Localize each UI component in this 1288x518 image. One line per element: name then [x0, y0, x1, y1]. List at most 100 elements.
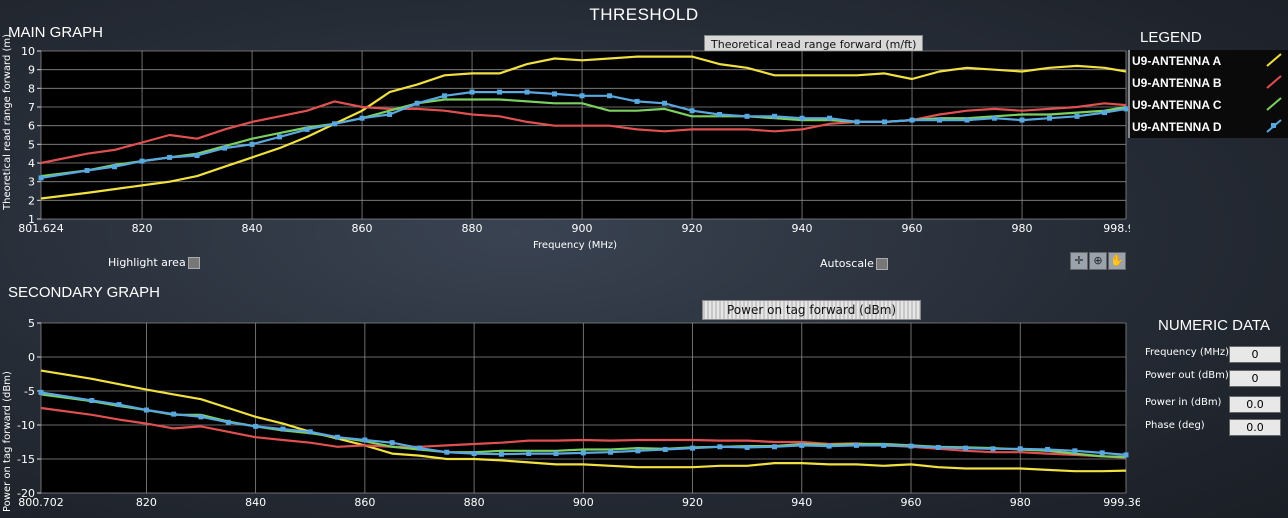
main-y-tick-label: 6 [28, 120, 35, 133]
frequency-value[interactable]: 0 [1229, 346, 1281, 363]
power-out-value[interactable]: 0 [1229, 370, 1281, 387]
sec-data-point-d [38, 389, 44, 395]
highlight-area-toggle[interactable]: Highlight area [108, 256, 200, 269]
sec-data-point-d [580, 450, 586, 456]
autoscale-checkbox[interactable] [875, 258, 888, 270]
main-y-tick-label: 10 [21, 45, 35, 58]
main-x-tick-label: 801.624 [18, 222, 64, 235]
main-y-tick-label: 7 [28, 101, 35, 114]
sec-data-point-d [908, 443, 914, 449]
sec-data-point-d [416, 445, 422, 451]
secondary-plot-label[interactable]: Power on tag forward (dBm) [702, 300, 922, 320]
power-in-value[interactable]: 0.0 [1229, 396, 1281, 413]
sec-data-point-d [198, 414, 204, 420]
legend-item-b[interactable]: U9-ANTENNA B [1130, 72, 1288, 94]
main-plot-label[interactable]: Theoretical read range forward (m/ft) [704, 35, 924, 54]
main-data-point-d [579, 93, 585, 99]
main-data-point-d [799, 115, 805, 121]
legend-swatch-b [1266, 75, 1282, 89]
sec-data-point-d [990, 446, 996, 452]
zoom-icon[interactable]: ⊕ [1089, 252, 1107, 270]
main-y-tick-label: 1 [28, 213, 35, 226]
main-data-point-d [222, 145, 228, 151]
main-x-tick-label: 840 [242, 222, 263, 235]
main-x-tick-label: 880 [462, 222, 483, 235]
sec-data-point-d [362, 437, 368, 443]
main-data-point-d [1019, 117, 1025, 123]
main-y-tick-label: 2 [28, 194, 35, 207]
sec-data-point-d [444, 449, 450, 455]
zoom-pan-icon[interactable]: ✛ [1070, 252, 1088, 270]
secondary-graph-title: SECONDARY GRAPH [8, 284, 160, 301]
main-data-point-d [552, 91, 558, 97]
sec-data-point-d [225, 419, 231, 425]
main-series-line-a [40, 55, 1127, 200]
main-data-point-d [332, 121, 338, 127]
main-data-point-d [414, 100, 420, 106]
main-data-point-d [387, 111, 393, 117]
highlight-checkbox[interactable] [187, 257, 200, 269]
sec-y-tick-label: -5 [24, 385, 35, 398]
main-data-point-d [497, 89, 503, 95]
sec-data-point-d [717, 444, 723, 450]
main-x-tick-label: 940 [792, 222, 813, 235]
main-data-point-d [882, 119, 888, 125]
sec-data-point-d [662, 446, 668, 452]
main-data-point-d [139, 158, 145, 164]
main-data-point-d [1047, 115, 1053, 121]
main-data-point-d [772, 113, 778, 119]
sec-x-tick-label: 860 [354, 496, 375, 509]
main-data-point-d [469, 89, 475, 95]
sec-data-point-d [690, 445, 696, 451]
sec-x-tick-label: 920 [682, 496, 703, 509]
sec-data-point-d [116, 402, 122, 408]
main-data-point-d [1102, 110, 1108, 116]
legend-item-a[interactable]: U9-ANTENNA A [1130, 50, 1288, 72]
sec-data-point-d [253, 423, 259, 429]
graph-tools: ✛ ⊕ ✋ [1070, 249, 1127, 270]
phase-value[interactable]: 0.0 [1229, 419, 1281, 436]
sec-data-point-d [89, 398, 95, 404]
sec-data-point-d [608, 449, 614, 455]
sec-data-point-d [963, 445, 969, 451]
sec-data-point-d [389, 440, 395, 446]
sec-x-tick-label: 820 [136, 496, 157, 509]
main-chart[interactable]: 1 2 3 4 5 6 7 8 9 10 801.624 820 840 860 880 900 920 940 9… [0, 44, 1130, 254]
legend-item-c[interactable]: U9-ANTENNA C [1130, 94, 1288, 116]
sec-y-tick-label: -15 [17, 453, 35, 466]
legend-swatch-d [1266, 119, 1282, 133]
sec-data-point-d [826, 443, 832, 449]
main-data-point-d [662, 100, 668, 106]
sec-data-point-d [881, 442, 887, 448]
phase-label: Phase (deg) [1145, 420, 1205, 431]
main-data-point-d [84, 167, 90, 173]
main-data-point-d [442, 93, 448, 99]
sec-data-point-d [498, 451, 504, 457]
hand-icon[interactable]: ✋ [1108, 252, 1126, 270]
main-data-point-d [112, 164, 118, 170]
legend-swatch-a [1266, 53, 1282, 67]
secondary-y-axis-title: Power on tag forward (dBm) [2, 371, 13, 512]
sec-data-point-d [771, 444, 777, 450]
sec-x-tick-label: 800.702 [18, 496, 64, 509]
sec-data-point-d [471, 451, 477, 457]
main-data-point-d [524, 89, 530, 95]
sec-data-point-d [280, 426, 286, 432]
legend: U9-ANTENNA A U9-ANTENNA B U9-ANTENNA C U… [1128, 50, 1288, 138]
main-graph-title: MAIN GRAPH [8, 24, 104, 41]
main-series-line-b [40, 100, 1127, 165]
legend-item-d[interactable]: U9-ANTENNA D [1130, 116, 1288, 138]
sec-data-point-d [744, 444, 750, 450]
sec-x-tick-label: 840 [245, 496, 266, 509]
sec-data-point-d [143, 407, 149, 413]
autoscale-toggle[interactable]: Autoscale [820, 257, 888, 270]
power-out-label: Power out (dBm) [1145, 370, 1229, 381]
sec-y-tick-label: 0 [28, 351, 35, 364]
main-plot-area [41, 51, 1126, 219]
sec-data-point-d [1123, 452, 1129, 458]
sec-data-point-d [935, 444, 941, 450]
main-data-point-d [717, 111, 723, 117]
sec-data-point-d [1017, 446, 1023, 452]
main-x-tick-label: 980 [1012, 222, 1033, 235]
